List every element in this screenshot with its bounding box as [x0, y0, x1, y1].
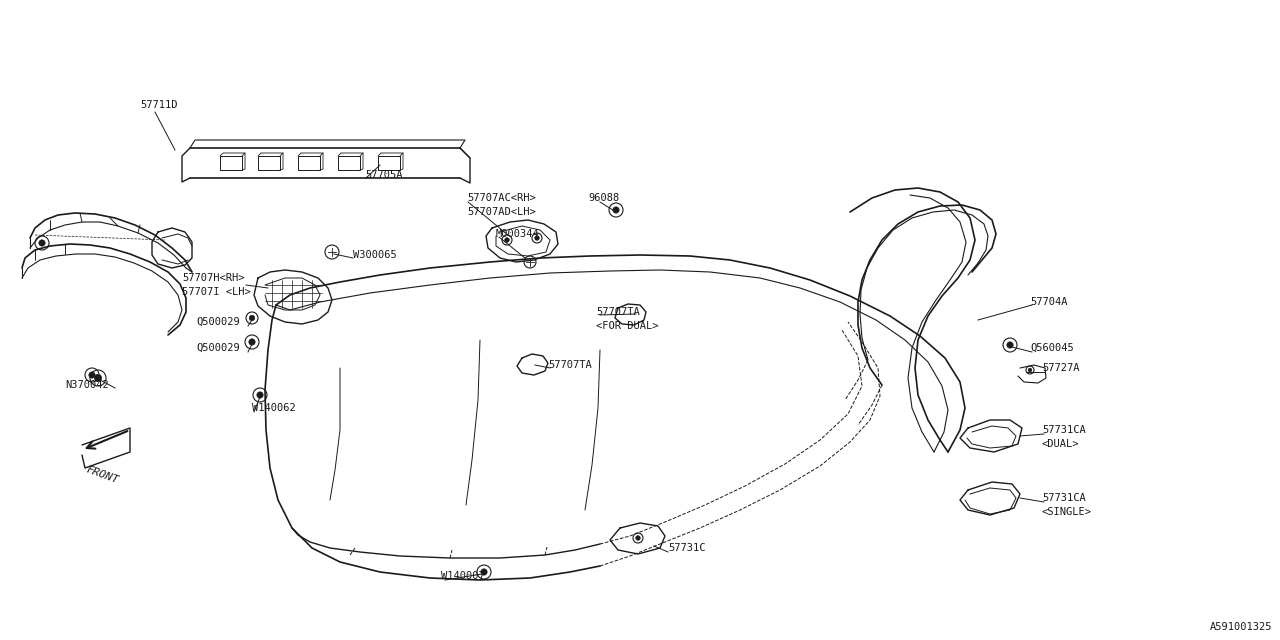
Text: 57731CA: 57731CA: [1042, 493, 1085, 503]
Bar: [259, 156, 280, 170]
Bar: [298, 156, 320, 170]
Circle shape: [504, 237, 509, 243]
Text: 57707TA: 57707TA: [596, 307, 640, 317]
Text: 57707H<RH>: 57707H<RH>: [182, 273, 244, 283]
Text: Q500029: Q500029: [196, 343, 239, 353]
Text: <SINGLE>: <SINGLE>: [1042, 507, 1092, 517]
Circle shape: [95, 374, 101, 381]
Text: 57704A: 57704A: [1030, 297, 1068, 307]
Text: W300065: W300065: [353, 250, 397, 260]
Text: 57711D: 57711D: [140, 100, 178, 110]
Circle shape: [257, 392, 264, 398]
Circle shape: [1007, 342, 1014, 348]
Text: Q500029: Q500029: [196, 317, 239, 327]
Text: W140007: W140007: [442, 571, 485, 581]
Circle shape: [535, 236, 539, 240]
Text: 57707TA: 57707TA: [548, 360, 591, 370]
Bar: [378, 156, 399, 170]
Circle shape: [248, 339, 255, 345]
Circle shape: [636, 536, 640, 540]
Text: 57705A: 57705A: [365, 170, 402, 180]
Text: 96088: 96088: [588, 193, 620, 203]
Circle shape: [38, 240, 45, 246]
Text: A591001325: A591001325: [1210, 622, 1272, 632]
Text: 57707AD<LH>: 57707AD<LH>: [467, 207, 536, 217]
Circle shape: [250, 316, 255, 321]
Text: FRONT: FRONT: [84, 464, 119, 485]
Text: N370042: N370042: [65, 380, 109, 390]
Text: M000344: M000344: [497, 229, 540, 239]
Text: 57707I <LH>: 57707I <LH>: [182, 287, 251, 297]
Text: <FOR DUAL>: <FOR DUAL>: [596, 321, 658, 331]
Bar: [338, 156, 360, 170]
Text: Q560045: Q560045: [1030, 343, 1074, 353]
Text: W140062: W140062: [252, 403, 296, 413]
Circle shape: [88, 372, 95, 378]
Text: 57707AC<RH>: 57707AC<RH>: [467, 193, 536, 203]
Text: 57731CA: 57731CA: [1042, 425, 1085, 435]
Text: 57731C: 57731C: [668, 543, 705, 553]
Text: <DUAL>: <DUAL>: [1042, 439, 1079, 449]
Text: 57727A: 57727A: [1042, 363, 1079, 373]
Circle shape: [613, 207, 620, 213]
Circle shape: [1028, 368, 1032, 372]
Circle shape: [481, 569, 488, 575]
Bar: [220, 156, 242, 170]
